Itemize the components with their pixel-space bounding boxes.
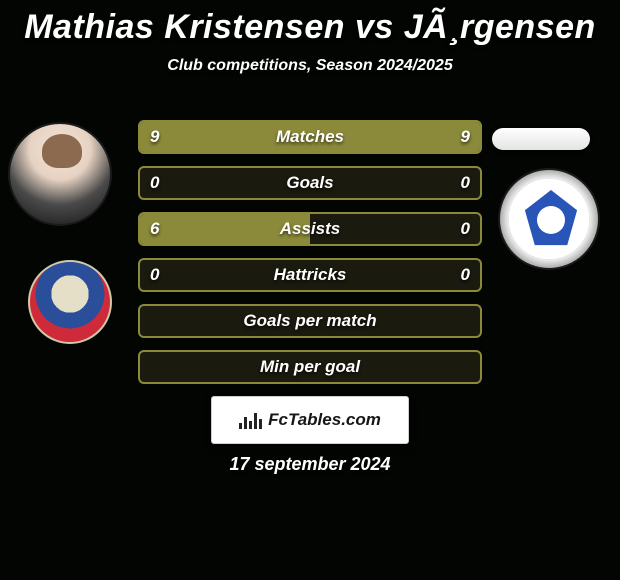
stat-label: Goals [286, 173, 333, 193]
stat-label: Hattricks [274, 265, 347, 285]
player-right-club-badge [498, 168, 600, 270]
bar-chart-icon [239, 411, 262, 429]
player-left-club-badge [28, 260, 112, 344]
page-subtitle: Club competitions, Season 2024/2025 [0, 57, 620, 75]
stat-row-assists: 6 Assists 0 [138, 212, 482, 246]
player-right-banner [492, 128, 590, 150]
stat-value-left: 0 [150, 265, 159, 285]
stat-label: Assists [280, 219, 340, 239]
stat-label: Matches [276, 127, 344, 147]
stat-row-matches: 9 Matches 9 [138, 120, 482, 154]
stat-value-left: 6 [150, 219, 159, 239]
footer-date: 17 september 2024 [0, 454, 620, 475]
stat-value-left: 0 [150, 173, 159, 193]
stat-value-right: 0 [461, 173, 470, 193]
stat-label: Goals per match [243, 311, 376, 331]
stat-value-left: 9 [150, 127, 159, 147]
page-title: Mathias Kristensen vs JÃ¸rgensen [0, 0, 620, 47]
stat-rows: 9 Matches 9 0 Goals 0 6 Assists 0 0 Hatt… [138, 120, 482, 396]
stat-row-min-per-goal: Min per goal [138, 350, 482, 384]
stat-row-goals: 0 Goals 0 [138, 166, 482, 200]
player-left-avatar [8, 122, 112, 226]
stat-row-goals-per-match: Goals per match [138, 304, 482, 338]
brand-text: FcTables.com [268, 410, 381, 430]
stat-value-right: 0 [461, 265, 470, 285]
stat-label: Min per goal [260, 357, 360, 377]
stat-value-right: 9 [461, 127, 470, 147]
stat-row-hattricks: 0 Hattricks 0 [138, 258, 482, 292]
brand-watermark: FcTables.com [211, 396, 409, 444]
stat-value-right: 0 [461, 219, 470, 239]
